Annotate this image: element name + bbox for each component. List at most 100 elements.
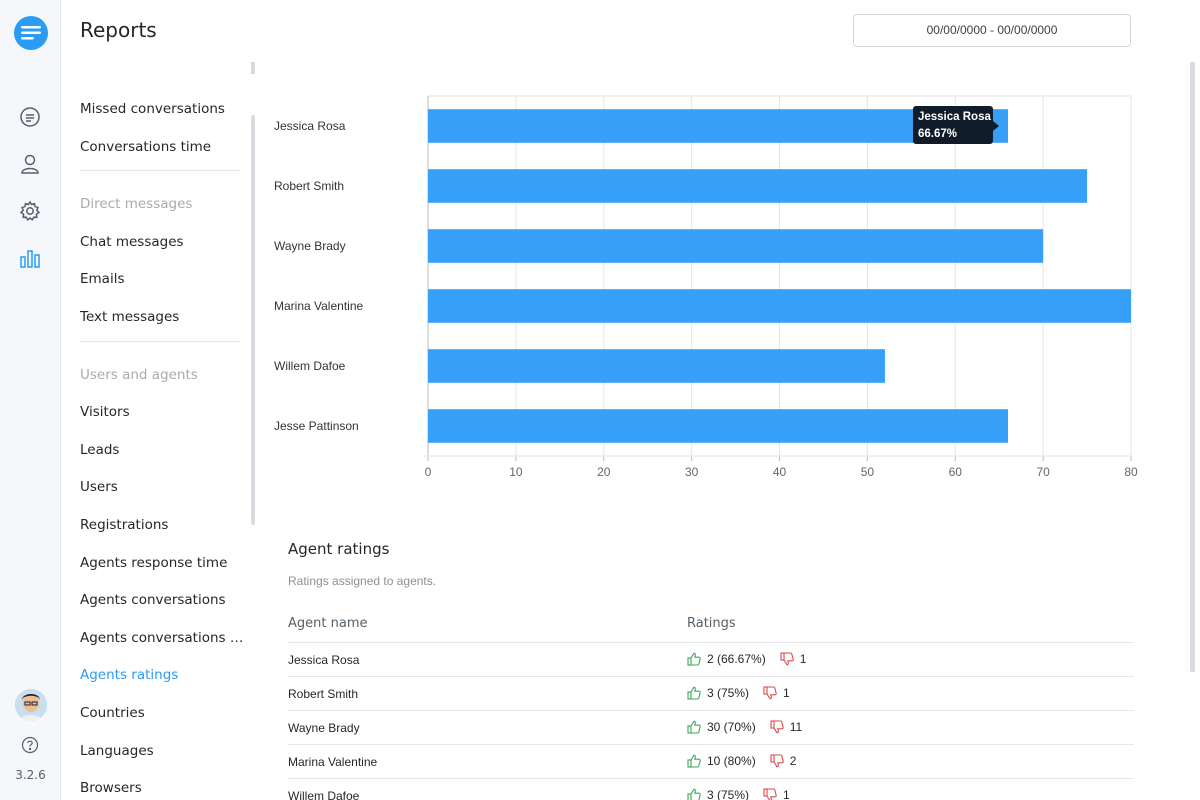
app-version: 3.2.6	[15, 768, 46, 782]
x-tick-label: 30	[685, 465, 699, 479]
nav-item-registrations[interactable]: Registrations	[80, 517, 169, 533]
x-tick-label: 20	[597, 465, 611, 479]
nav-item-text-messages[interactable]: Text messages	[80, 309, 180, 325]
x-tick-label: 70	[1036, 465, 1050, 479]
y-tick-label: Jessica Rosa	[274, 119, 346, 133]
tooltip-label: Jessica Rosa	[918, 111, 991, 123]
bar	[428, 289, 1131, 323]
thumbs-up-icon	[687, 788, 707, 800]
nav-item-emails[interactable]: Emails	[80, 271, 125, 288]
report-nav: Missed conversations Conversations time Di…	[61, 60, 256, 800]
bar	[428, 109, 1008, 143]
nav-scrollbar-top	[251, 62, 255, 74]
x-tick-label: 80	[1124, 465, 1138, 479]
x-tick-label: 40	[773, 465, 787, 479]
ratings-cell: 30 (70%) 11	[687, 720, 802, 734]
column-header-ratings[interactable]: Ratings	[687, 616, 736, 631]
y-tick-label: Willem Dafoe	[274, 359, 346, 373]
nav-item-agents-conversations[interactable]: Agents conversations	[80, 592, 226, 609]
table-row: Jessica Rosa 2 (66.67%) 1	[288, 642, 1134, 676]
x-tick-label: 60	[949, 465, 963, 479]
thumbs-down-icon	[770, 754, 790, 768]
nav-section-users-and-agents: Users and agents	[80, 366, 198, 383]
agent-ratings-chart: 0 10 20 30 40 50 60 70 80 Jessica Rosa Robert Smit…	[274, 95, 1138, 479]
agent-name-cell: Jessica Rosa	[288, 653, 360, 667]
ratings-description: Ratings assigned to agents.	[288, 574, 437, 588]
nav-item-users[interactable]: Users	[80, 479, 118, 496]
nav-item-conversations-time[interactable]: Conversations time	[80, 138, 212, 155]
positive-rating: 30 (70%)	[707, 720, 756, 734]
thumbs-down-icon	[763, 788, 783, 800]
negative-rating: 2	[789, 754, 797, 768]
bar	[428, 229, 1044, 263]
ratings-title: Agent ratings	[288, 540, 390, 558]
bar-chart-icon[interactable]	[16, 244, 44, 272]
icon-rail: 3.2.6	[0, 0, 61, 800]
y-tick-label: Robert Smith	[274, 179, 344, 193]
user-avatar[interactable]	[15, 689, 47, 721]
nav-item-countries[interactable]: Countries	[80, 705, 145, 721]
agent-name-cell: Willem Dafoe	[288, 789, 360, 800]
nav-separator	[80, 170, 240, 172]
negative-rating: 1	[783, 686, 790, 700]
thumbs-up-icon	[687, 686, 707, 700]
nav-item-missed-conversations[interactable]: Missed conversations	[80, 101, 225, 117]
date-range-picker[interactable]: 00/00/0000 - 00/00/0000	[853, 14, 1131, 47]
bar	[428, 409, 1008, 443]
nav-item-languages[interactable]: Languages	[80, 742, 154, 759]
x-tick-label: 50	[861, 465, 875, 479]
positive-rating: 3 (75%)	[707, 686, 750, 700]
thumbs-up-icon	[687, 754, 707, 768]
nav-item-agents-response-time[interactable]: Agents response time	[80, 554, 228, 571]
nav-separator	[80, 340, 240, 342]
negative-rating: 1	[783, 788, 790, 800]
help-icon[interactable]	[21, 736, 39, 754]
page-title: Reports	[80, 18, 157, 42]
nav-item-agents-ratings[interactable]: Agents ratings	[80, 667, 179, 684]
negative-rating: 1	[799, 652, 807, 666]
thumbs-down-icon	[770, 720, 790, 734]
x-tick-label: 0	[425, 465, 432, 479]
table-row: Marina Valentine 10 (80%) 2	[288, 744, 1134, 778]
thumbs-down-icon	[780, 652, 800, 666]
ratings-cell: 3 (75%) 1	[687, 788, 790, 800]
thumbs-up-icon	[687, 652, 707, 666]
nav-item-chat-messages[interactable]: Chat messages	[80, 233, 184, 250]
bar	[428, 169, 1088, 203]
tooltip-value: 66.67%	[918, 128, 957, 140]
ratings-cell: 3 (75%) 1	[687, 686, 790, 700]
x-tick-label: 10	[509, 465, 523, 479]
nav-scrollbar[interactable]	[251, 115, 255, 525]
ratings-cell: 2 (66.67%) 1	[687, 652, 806, 666]
table-row: Willem Dafoe 3 (75%) 1	[288, 778, 1134, 800]
positive-rating: 2 (66.67%)	[707, 652, 766, 666]
positive-rating: 3 (75%)	[707, 788, 750, 800]
y-tick-label: Marina Valentine	[274, 299, 363, 313]
thumbs-up-icon	[687, 720, 707, 734]
table-row: Wayne Brady 30 (70%) 11	[288, 710, 1134, 744]
column-header-agent-name[interactable]: Agent name	[288, 616, 368, 631]
tooltip-arrow	[992, 121, 999, 131]
agent-name-cell: Marina Valentine	[288, 755, 378, 769]
table-row: Robert Smith 3 (75%) 1	[288, 676, 1134, 710]
nav-item-browsers[interactable]: Browsers	[80, 780, 142, 797]
gear-icon[interactable]	[16, 197, 44, 225]
app-logo-icon[interactable]	[14, 16, 48, 50]
tooltip-box	[912, 106, 993, 144]
nav-item-visitors[interactable]: Visitors	[80, 404, 130, 421]
thumbs-down-icon	[763, 686, 783, 700]
y-tick-label: Jesse Pattinson	[274, 419, 359, 433]
nav-section-direct-messages: Direct messages	[80, 196, 193, 213]
nav-item-agents-conversations-time[interactable]: Agents conversations time	[80, 629, 245, 646]
negative-rating: 11	[789, 720, 803, 734]
nav-item-leads[interactable]: Leads	[80, 441, 120, 458]
chat-icon[interactable]	[16, 103, 44, 131]
bar	[428, 349, 885, 383]
content-scrollbar[interactable]	[1190, 62, 1195, 672]
agent-name-cell: Wayne Brady	[288, 721, 360, 735]
y-tick-label: Wayne Brady	[274, 239, 346, 253]
user-icon[interactable]	[16, 150, 44, 178]
positive-rating: 10 (80%)	[707, 754, 756, 768]
ratings-cell: 10 (80%) 2	[687, 754, 796, 768]
agent-name-cell: Robert Smith	[288, 687, 359, 701]
